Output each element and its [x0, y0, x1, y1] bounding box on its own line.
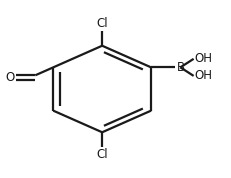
- Text: Cl: Cl: [96, 17, 107, 30]
- Text: Cl: Cl: [96, 148, 107, 161]
- Text: OH: OH: [194, 69, 212, 82]
- Text: B: B: [176, 61, 185, 74]
- Text: O: O: [5, 71, 15, 84]
- Text: OH: OH: [194, 52, 212, 65]
